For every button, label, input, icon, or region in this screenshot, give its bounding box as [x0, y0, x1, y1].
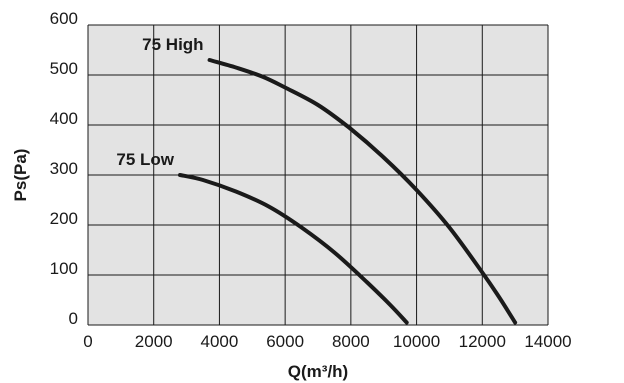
x-tick-label: 12000: [459, 332, 506, 351]
series-label-0: 75 High: [142, 35, 203, 54]
grid: [87, 24, 549, 326]
y-tick-label: 200: [50, 209, 78, 228]
y-axis-tick-labels: 0 100 200 300 400 500 600: [50, 9, 78, 328]
y-tick-label: 300: [50, 159, 78, 178]
x-tick-label: 0: [83, 332, 92, 351]
x-tick-label: 6000: [266, 332, 304, 351]
y-tick-label: 400: [50, 109, 78, 128]
curves: [178, 58, 518, 325]
y-tick-label: 100: [50, 259, 78, 278]
x-tick-label: 2000: [135, 332, 173, 351]
y-tick-label: 500: [50, 59, 78, 78]
x-axis-tick-labels: 0 2000 4000 6000 8000 10000 12000 14000: [83, 332, 571, 351]
x-tick-label: 14000: [524, 332, 571, 351]
x-tick-label: 8000: [332, 332, 370, 351]
series-labels: 75 High 75 Low: [116, 35, 203, 169]
x-tick-label: 4000: [201, 332, 239, 351]
series-line-1: [178, 173, 409, 325]
series-line-0: [207, 58, 518, 325]
y-axis-title: Ps(Pa): [11, 149, 30, 202]
y-tick-label: 0: [69, 309, 78, 328]
y-tick-label: 600: [50, 9, 78, 28]
x-axis-title: Q(m³/h): [288, 362, 348, 381]
x-tick-label: 10000: [393, 332, 440, 351]
series-label-1: 75 Low: [116, 150, 174, 169]
